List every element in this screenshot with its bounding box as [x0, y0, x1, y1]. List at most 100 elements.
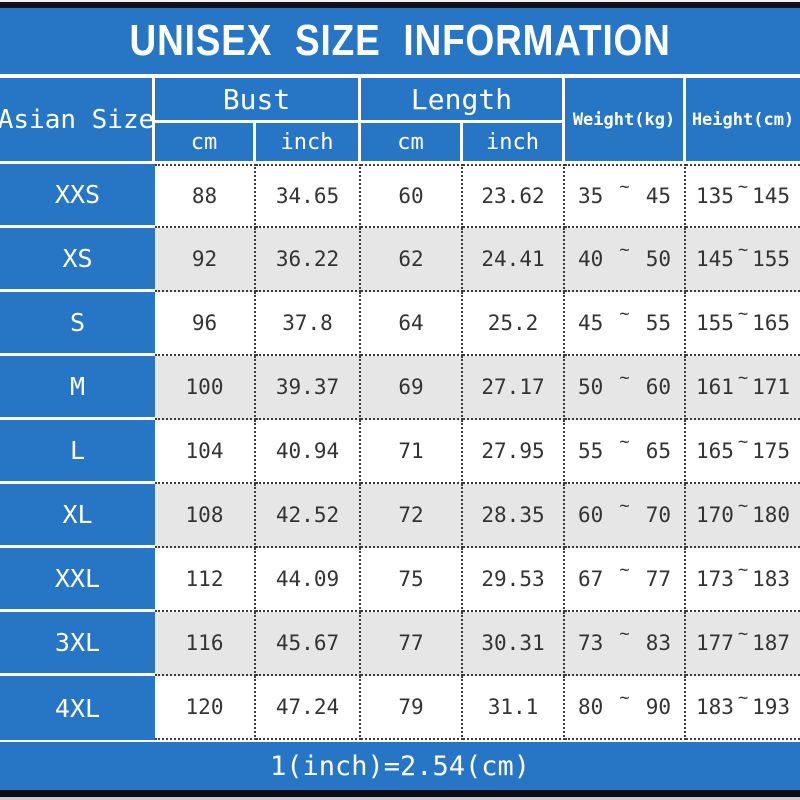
bust-cm-value: 100 — [185, 375, 224, 399]
length-cm-value: 71 — [398, 439, 424, 463]
length-cm-cell: 69 — [361, 356, 463, 420]
size-cell: S — [0, 292, 155, 356]
height-max: 183 — [752, 567, 790, 591]
length-cm-cell: 60 — [361, 164, 463, 228]
bust-inch-cell: 44.09 — [256, 548, 361, 612]
weight-range-cell: 50 ~60 — [565, 356, 686, 420]
tilde: ~ — [737, 560, 749, 580]
header-height-label: Height(cm) — [691, 109, 795, 130]
bust-inch-cell: 47.24 — [256, 676, 361, 740]
bust-cm-cell: 112 — [155, 548, 256, 612]
length-cm-cell: 79 — [361, 676, 463, 740]
bust-cm-cell: 96 — [155, 292, 256, 356]
table-row-xl: XL 108 42.52 72 28.35 60 ~70 170 ~180 — [0, 484, 800, 548]
height-max: 193 — [752, 695, 790, 719]
height-max: 155 — [752, 247, 790, 271]
height-max: 180 — [752, 503, 790, 527]
bust-cm-value: 116 — [185, 631, 224, 655]
tilde: ~ — [737, 432, 749, 452]
bust-inch-value: 45.67 — [275, 631, 340, 655]
height-range-cell: 155 ~165 — [686, 292, 800, 356]
table-body: XXS 88 34.65 60 23.62 35 ~45 135 ~145 XS 9… — [0, 164, 800, 740]
length-inch-value: 25.2 — [487, 311, 539, 335]
length-inch-cell: 31.1 — [463, 676, 565, 740]
length-inch-cell: 30.31 — [463, 612, 565, 676]
length-inch-value: 24.41 — [481, 247, 545, 271]
tilde: ~ — [737, 304, 749, 324]
weight-min: 60 — [578, 503, 604, 527]
height-max: 145 — [752, 184, 790, 208]
bust-cm-cell: 116 — [155, 612, 256, 676]
weight-range-cell: 40 ~50 — [565, 228, 686, 292]
height-range-cell: 165 ~175 — [686, 420, 800, 484]
bust-inch-value: 47.24 — [275, 695, 340, 719]
weight-max: 70 — [645, 503, 671, 527]
length-cm-value: 75 — [398, 567, 424, 591]
length-cm-value: 69 — [398, 375, 424, 399]
size-cell: XL — [0, 484, 155, 548]
size-label: XL — [62, 500, 93, 529]
tilde: ~ — [737, 688, 749, 708]
height-min: 177 — [696, 631, 734, 655]
height-range-cell: 135 ~145 — [686, 164, 800, 228]
tilde: ~ — [737, 240, 749, 260]
height-min: 135 — [696, 184, 734, 208]
header-bust-cm-label: cm — [190, 129, 218, 155]
weight-range-cell: 35 ~45 — [565, 164, 686, 228]
height-min: 183 — [696, 695, 734, 719]
height-max: 171 — [752, 375, 790, 399]
table-row-l: L 104 40.94 71 27.95 55 ~65 165 ~175 — [0, 420, 800, 484]
height-min: 165 — [696, 439, 734, 463]
weight-max: 90 — [645, 695, 671, 719]
length-inch-cell: 25.2 — [463, 292, 565, 356]
weight-range-cell: 60 ~70 — [565, 484, 686, 548]
conversion-note: 1(inch)=2.54(cm) — [269, 750, 531, 782]
weight-min: 55 — [578, 439, 604, 463]
size-cell: L — [0, 420, 155, 484]
length-inch-value: 30.31 — [481, 631, 545, 655]
size-cell: XXS — [0, 164, 155, 228]
length-inch-value: 28.35 — [481, 503, 545, 527]
length-inch-cell: 29.53 — [463, 548, 565, 612]
bust-cm-value: 104 — [185, 439, 224, 463]
size-cell: XS — [0, 228, 155, 292]
bust-inch-cell: 42.52 — [256, 484, 361, 548]
size-cell: XXL — [0, 548, 155, 612]
top-black-bar — [0, 2, 800, 8]
length-inch-value: 27.17 — [481, 375, 545, 399]
table-row-m: M 100 39.37 69 27.17 50 ~60 161 ~171 — [0, 356, 800, 420]
tilde: ~ — [619, 688, 630, 708]
bust-cm-value: 92 — [191, 247, 218, 271]
weight-min: 67 — [578, 567, 604, 591]
bust-inch-value: 40.94 — [275, 439, 340, 463]
tilde: ~ — [619, 177, 630, 197]
tilde: ~ — [619, 368, 630, 388]
weight-max: 45 — [645, 184, 671, 208]
size-cell: M — [0, 356, 155, 420]
height-max: 165 — [752, 311, 790, 335]
bust-inch-cell: 39.37 — [256, 356, 361, 420]
header-weight-label: Weight(kg) — [572, 109, 676, 130]
height-range-cell: 145 ~155 — [686, 228, 800, 292]
length-inch-value: 23.62 — [481, 184, 545, 208]
header-weight: Weight(kg) — [565, 78, 683, 161]
header-length: Length — [361, 78, 562, 120]
height-min: 145 — [696, 247, 734, 271]
weight-min: 45 — [578, 311, 604, 335]
header-height: Height(cm) — [686, 78, 800, 161]
height-range-cell: 161 ~171 — [686, 356, 800, 420]
length-inch-cell: 27.17 — [463, 356, 565, 420]
header-length-inch: inch — [463, 123, 562, 161]
header-asian-size: Asian Size — [0, 78, 154, 161]
weight-max: 77 — [645, 567, 671, 591]
divider — [0, 740, 800, 742]
tilde: ~ — [619, 560, 630, 580]
bust-inch-value: 42.52 — [275, 503, 340, 527]
weight-max: 65 — [645, 439, 671, 463]
bust-inch-cell: 36.22 — [256, 228, 361, 292]
bottom-black-bar — [0, 790, 800, 797]
weight-min: 40 — [578, 247, 604, 271]
bust-inch-cell: 37.8 — [256, 292, 361, 356]
length-inch-cell: 23.62 — [463, 164, 565, 228]
weight-min: 35 — [578, 184, 604, 208]
